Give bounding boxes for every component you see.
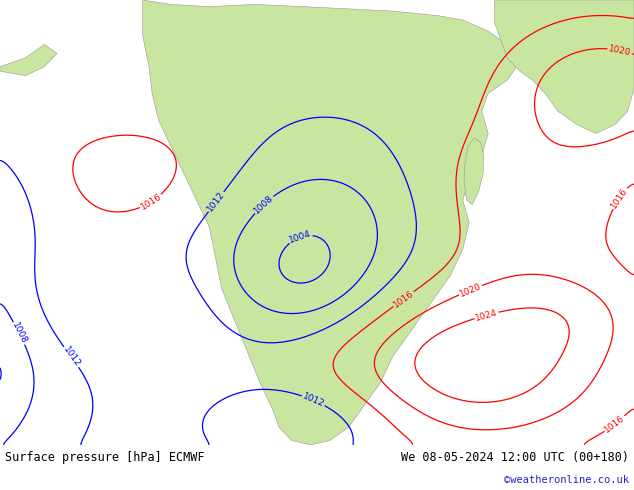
Text: 1004: 1004: [288, 229, 313, 245]
Polygon shape: [0, 45, 57, 75]
Polygon shape: [495, 0, 634, 133]
Text: 1020: 1020: [458, 282, 482, 298]
Text: 1012: 1012: [301, 392, 326, 409]
Text: 1012: 1012: [61, 345, 82, 369]
Polygon shape: [143, 0, 520, 445]
Text: 1012: 1012: [205, 190, 226, 214]
Text: 1024: 1024: [474, 308, 498, 322]
Text: 1016: 1016: [609, 186, 630, 210]
Text: 1008: 1008: [252, 194, 275, 216]
Text: 1016: 1016: [139, 192, 163, 212]
Polygon shape: [464, 138, 484, 205]
Text: Surface pressure [hPa] ECMWF: Surface pressure [hPa] ECMWF: [5, 451, 205, 464]
Text: 1008: 1008: [10, 321, 29, 345]
Text: 1016: 1016: [392, 289, 415, 310]
Text: 1020: 1020: [607, 44, 632, 57]
Text: 1016: 1016: [603, 414, 626, 435]
Text: We 08-05-2024 12:00 UTC (00+180): We 08-05-2024 12:00 UTC (00+180): [401, 451, 629, 464]
Text: ©weatheronline.co.uk: ©weatheronline.co.uk: [504, 475, 629, 485]
